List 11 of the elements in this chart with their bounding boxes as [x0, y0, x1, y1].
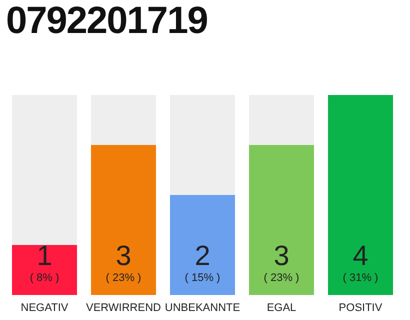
x-tick-label: EGAL: [266, 302, 296, 314]
x-tick-label: VERWIRREND: [86, 302, 162, 314]
data-label: 4 ( 31% ): [342, 240, 378, 284]
data-label: 2 ( 15% ): [184, 240, 220, 284]
x-tick-label: UNBEKANNTE: [164, 302, 240, 314]
x-tick-label: NEGATIV: [20, 302, 69, 314]
chart-title: 0792201719: [6, 0, 208, 43]
x-tick-label: POSITIV: [338, 302, 383, 314]
data-label: 1 ( 8% ): [30, 240, 60, 284]
data-label: 3 ( 23% ): [106, 240, 142, 284]
data-label: 3 ( 23% ): [264, 240, 300, 284]
